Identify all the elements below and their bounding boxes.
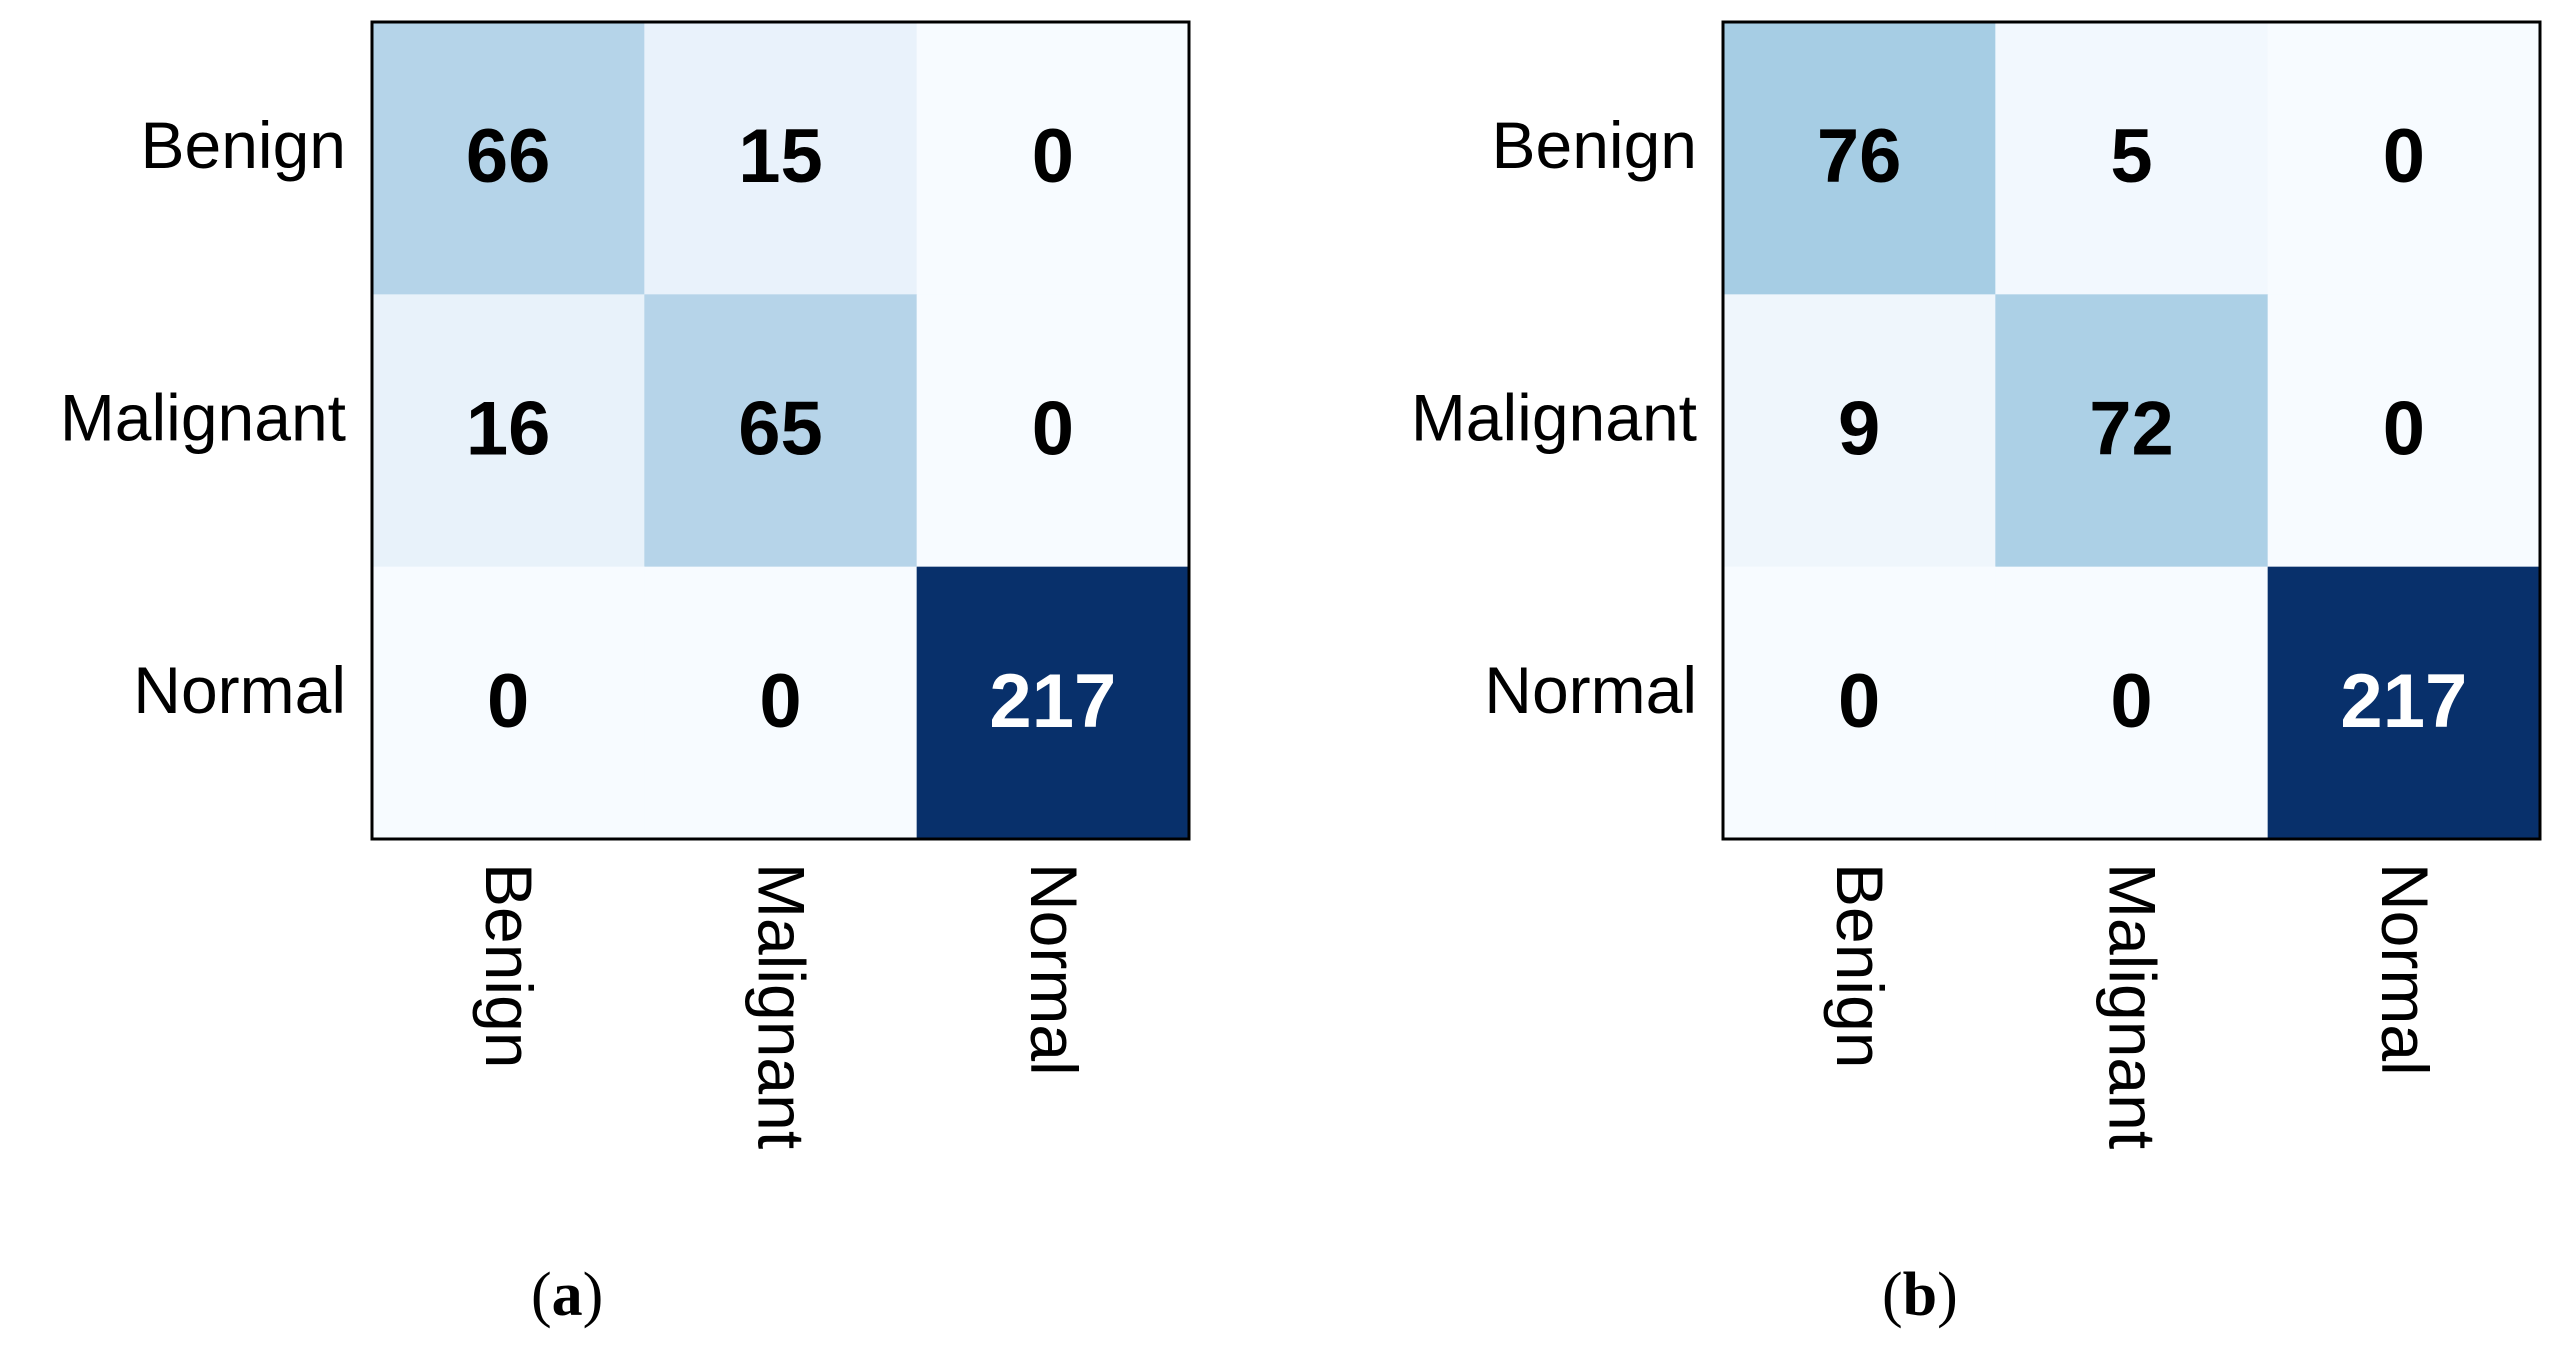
cell-value-label: 5 — [2110, 114, 2152, 199]
heatmap-cell — [2267, 294, 2541, 568]
heatmap-cell — [1995, 566, 2269, 840]
cell-value-label: 0 — [1032, 387, 1074, 472]
cell-value-label: 72 — [2089, 387, 2174, 472]
caption-b-open: ( — [1882, 1261, 1903, 1329]
heatmap-cell — [1723, 22, 1996, 295]
heatmap-cell — [644, 22, 918, 295]
cell-value-label: 9 — [1838, 387, 1880, 472]
caption-a: (a) — [531, 1260, 603, 1331]
caption-a-letter: a — [551, 1261, 583, 1329]
cell-value-label: 15 — [738, 114, 823, 199]
cell-value-label: 0 — [1838, 659, 1880, 744]
heatmap-cell — [2267, 22, 2541, 295]
row-tick-label: Normal — [1484, 653, 1697, 727]
cell-value-label: 0 — [487, 659, 529, 744]
caption-b: (b) — [1882, 1260, 1958, 1331]
heatmap-cell — [2267, 566, 2541, 840]
cell-value-label: 0 — [2383, 387, 2425, 472]
heatmap-cell — [1723, 566, 1996, 840]
heatmap-cell — [1995, 22, 2269, 295]
cell-value-label: 16 — [466, 387, 551, 472]
cell-value-label: 0 — [2110, 659, 2152, 744]
matrix-frame — [370, 20, 1191, 841]
matrix-frame — [1721, 20, 2542, 841]
heatmap-cell — [644, 566, 918, 840]
cell-value-label: 217 — [2340, 659, 2467, 744]
caption-a-open: ( — [531, 1261, 552, 1329]
row-tick-label: Normal — [133, 653, 346, 727]
column-tick-label: Benign — [1823, 863, 1897, 1069]
heatmap-cell — [916, 294, 1190, 568]
cell-value-label: 0 — [1032, 114, 1074, 199]
column-tick-label: Normal — [2368, 863, 2442, 1076]
row-tick-label: Benign — [140, 108, 346, 182]
heatmap-cell — [372, 566, 645, 840]
heatmap-cell — [916, 566, 1190, 840]
cell-value-label: 0 — [2383, 114, 2425, 199]
heatmap-cell — [372, 294, 645, 568]
cell-value-label: 65 — [738, 387, 823, 472]
column-tick-label: Malignant — [745, 863, 819, 1149]
column-tick-label: Malignant — [2096, 863, 2170, 1149]
cell-value-label: 76 — [1817, 114, 1902, 199]
cell-value-label: 217 — [989, 659, 1116, 744]
cell-value-label: 0 — [759, 659, 801, 744]
cell-value-label: 66 — [466, 114, 551, 199]
confusion-matrix-a: 66 15 0 16 65 0 0 0 217 Benign Malignant Normal Beni… — [60, 20, 1191, 1149]
heatmap-cell — [1723, 294, 1996, 568]
column-tick-label: Benign — [472, 863, 546, 1069]
heatmap-cell — [1995, 294, 2269, 568]
column-tick-label: Normal — [1017, 863, 1091, 1076]
heatmap-cell — [372, 22, 645, 295]
caption-b-close: ) — [1937, 1261, 1958, 1329]
confusion-matrix-b: 76 5 0 9 72 0 0 0 217 Benign Malignant Normal Benign… — [1411, 20, 2542, 1149]
caption-b-letter: b — [1902, 1261, 1938, 1329]
caption-a-close: ) — [582, 1261, 604, 1329]
row-tick-label: Malignant — [1411, 381, 1697, 455]
heatmap-cell — [644, 294, 918, 568]
heatmap-cell — [916, 22, 1190, 295]
row-tick-label: Benign — [1491, 108, 1697, 182]
row-tick-label: Malignant — [60, 381, 346, 455]
